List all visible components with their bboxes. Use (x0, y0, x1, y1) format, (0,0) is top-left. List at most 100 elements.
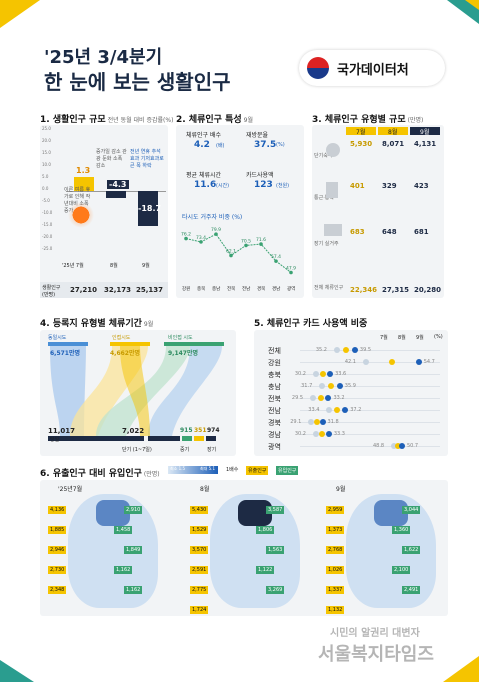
line-chart: 76.2 73.4 79.9 62.1 70.5 71.6 57.4 47.9 (181, 227, 296, 275)
legend-item: 8월 (398, 335, 406, 341)
bar-aug (106, 191, 126, 198)
summary-value: 32,173 (104, 286, 132, 294)
line-point (229, 253, 233, 258)
section5-panel (254, 330, 448, 456)
sun-icon (68, 202, 94, 228)
dot-label: 50.7 (406, 443, 419, 449)
row-guide (300, 362, 440, 363)
region-label: 전체 (268, 347, 281, 355)
annotation: 증가일 감소 관광 둔화 소폭 감소 (96, 149, 127, 169)
row-label: 전체 체류인구 (314, 285, 344, 291)
source-value: 9,147만명 (168, 350, 199, 357)
month-header (378, 127, 408, 135)
dot-label: 33.4 (308, 407, 320, 413)
scale-label: 1배수 (226, 467, 239, 473)
house-icon (324, 224, 342, 236)
dot-jul (312, 371, 319, 377)
scale-max: 최대 5.1 (200, 466, 215, 471)
dot-label: 29.5 (291, 395, 304, 401)
dot-jul (309, 395, 316, 401)
section6-title: 6. 유출인구 대비 유입인구 (만명) (40, 469, 160, 479)
y-tick: 0.0 (42, 186, 49, 191)
outflow-box: 2,768 (326, 546, 345, 554)
dot-aug (389, 359, 396, 365)
person-icon (326, 143, 340, 157)
dot-label: 33.3 (333, 431, 345, 437)
inflow-box: 1,849 (124, 546, 143, 554)
bar-value-label: 1.3 (76, 166, 91, 175)
stat-value: 37.5 (254, 140, 277, 150)
outflow-box: 3,570 (190, 546, 209, 554)
target-value: 351 (194, 427, 207, 434)
point-label: 70.5 (241, 238, 251, 244)
dot-sep (351, 347, 358, 353)
line-point (184, 236, 188, 241)
line-point (244, 243, 248, 248)
inflow-box: 1,563 (266, 546, 285, 554)
map-month: '25년7월 (58, 486, 83, 493)
source-value: 6,571만명 (50, 350, 81, 357)
legend-item: 9월 (416, 335, 424, 341)
dot-label: 31.7 (301, 383, 313, 389)
point-label: 76.2 (181, 232, 191, 238)
dot-label: 48.8 (372, 443, 385, 449)
source-value: 4,662만명 (110, 350, 141, 357)
outflow-box: 1,724 (190, 606, 209, 614)
section2-title: 2. 체류인구 특성 9월 (176, 115, 253, 125)
dot-label: 30.2 (294, 431, 306, 437)
dot-jul (312, 431, 319, 437)
target-label: 중기 (180, 447, 190, 453)
org-name: 국가데이터처 (337, 62, 409, 78)
stat-value: 11.6 (194, 180, 217, 190)
corner-decoration (443, 656, 479, 682)
dot-label: 30.2 (294, 371, 306, 377)
map-month: 8월 (200, 486, 210, 493)
scale-min: 최소 1.5 (170, 466, 185, 471)
sankey-diagram (48, 342, 224, 441)
target-value: 974 (207, 427, 220, 434)
inflow-box: 3,587 (266, 506, 285, 514)
row-value: 683 (350, 228, 365, 236)
inflow-box: 1,458 (114, 526, 133, 534)
section2-panel (176, 125, 304, 298)
stat-unit: (배) (216, 143, 225, 149)
outflow-box: 1,373 (326, 526, 345, 534)
dot-aug (313, 419, 320, 425)
source-label: 동일시도 (48, 335, 67, 341)
dot-label: 33.6 (335, 371, 347, 377)
dot-aug (334, 407, 341, 413)
outflow-box: 2,775 (190, 586, 209, 594)
row-value: 648 (382, 228, 397, 236)
line-point (274, 259, 278, 263)
dot-sep (327, 371, 334, 377)
y-tick: 25.0 (42, 126, 51, 131)
y-tick: -25.0 (42, 246, 53, 251)
line-point (214, 232, 218, 236)
row-value: 20,280 (414, 286, 442, 294)
target-value: 11,017 (48, 427, 76, 435)
x-label: 전남 (242, 287, 251, 292)
dot-sep (398, 443, 405, 449)
row-guide (300, 446, 440, 447)
region-label: 전남 (268, 407, 281, 415)
stat-unit: (시간) (216, 183, 230, 189)
section1-title: 1. 생활인구 규모 전년 동월 대비 증감률(%) (40, 115, 174, 125)
bar-value-label: -4.3 (107, 180, 129, 189)
legend-inflow: 유입인구 (276, 466, 299, 475)
dot-sep (319, 419, 326, 425)
inflow-box: 2,100 (392, 566, 411, 574)
y-tick: 10.0 (42, 162, 51, 167)
stat-value: 4.2 (194, 140, 210, 150)
stat-label: 평균 체류시간 (186, 172, 222, 179)
watermark-tagline: 시민의 알권리 대변자 (330, 628, 420, 639)
dot-jul (319, 383, 326, 389)
dot-label: 35.2 (315, 347, 327, 353)
target-value: 7,022 (122, 427, 145, 435)
line-point (259, 242, 263, 246)
summary-value: 25,137 (136, 286, 164, 294)
outflow-box: 2,959 (326, 506, 345, 514)
month-label: 8월 (388, 129, 398, 136)
dot-label: 33.2 (333, 395, 345, 401)
row-value: 22,346 (350, 286, 378, 294)
stat-label: 재방문율 (246, 132, 269, 139)
